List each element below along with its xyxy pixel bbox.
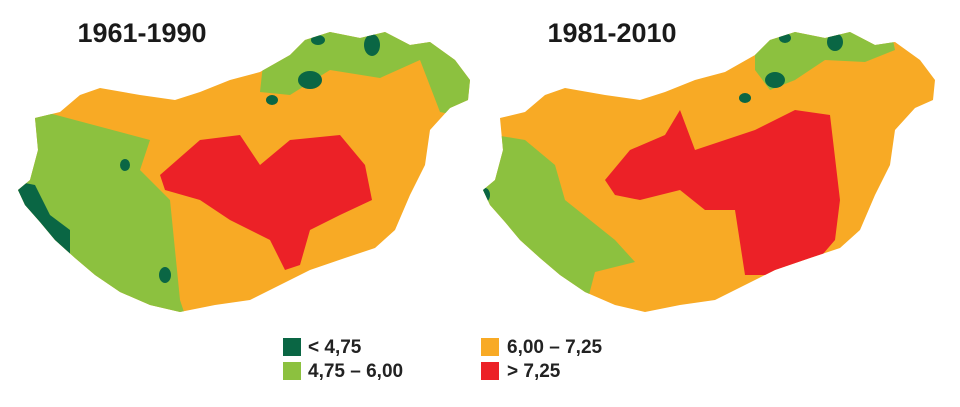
legend-label: < 4,75	[308, 337, 362, 358]
legend-label: 4,75 – 6,00	[308, 361, 403, 382]
zone	[120, 159, 130, 171]
zone	[827, 33, 843, 51]
zone	[739, 93, 751, 103]
legend: < 4,75 4,75 – 6,00 6,00 – 7,25 > 7,25	[283, 337, 603, 382]
zone	[755, 32, 895, 90]
map-1961-1990: 1961-1990	[18, 18, 470, 312]
zone	[779, 33, 791, 43]
zone	[605, 110, 840, 275]
map-1981-2010: 1981-2010	[483, 18, 935, 312]
zone	[311, 35, 325, 45]
legend-swatch	[283, 338, 301, 356]
legend-swatch	[283, 362, 301, 380]
zone	[18, 180, 70, 255]
legend-label: 6,00 – 7,25	[507, 337, 603, 358]
legend-swatch	[481, 362, 499, 380]
zone	[483, 188, 490, 202]
legend-swatch	[481, 338, 499, 356]
zone	[266, 95, 278, 105]
map-title: 1981-2010	[547, 18, 676, 48]
zone	[159, 267, 171, 283]
zone	[765, 72, 785, 88]
zone	[298, 71, 322, 89]
zone	[364, 34, 380, 56]
zone	[260, 32, 470, 120]
legend-label: > 7,25	[507, 361, 561, 382]
zone	[160, 135, 372, 270]
map-title: 1961-1990	[77, 18, 206, 48]
